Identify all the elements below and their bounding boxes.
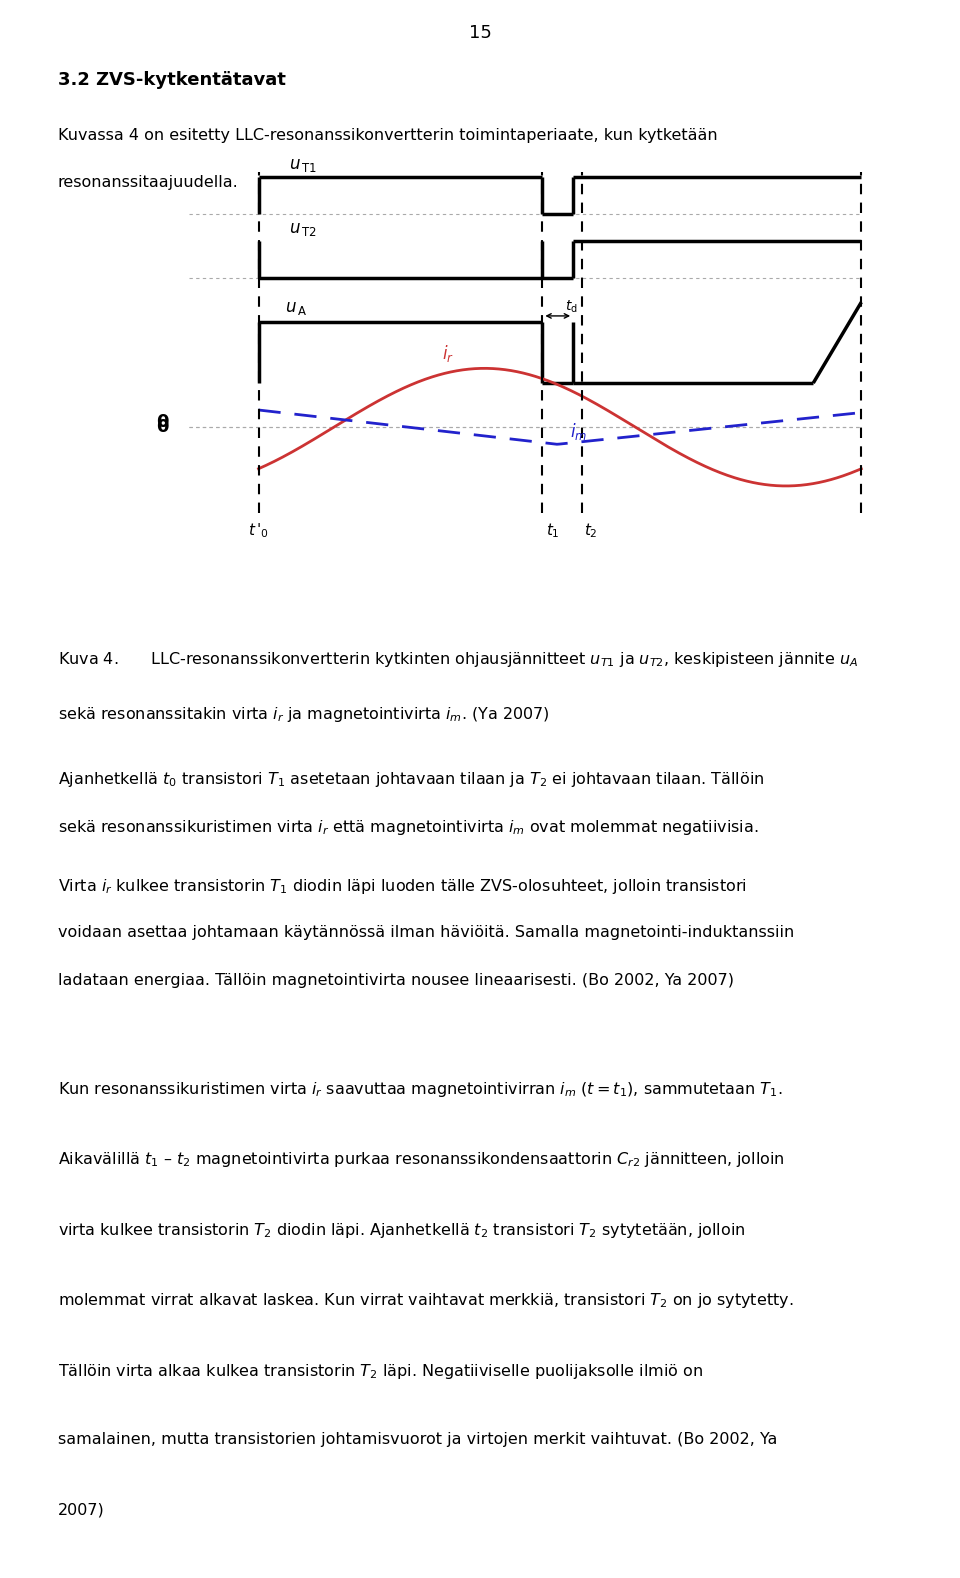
Text: $t_1$: $t_1$: [546, 522, 560, 540]
Text: $\mathbf{0}$: $\mathbf{0}$: [156, 418, 169, 436]
Text: $t_{\mathrm{d}}$: $t_{\mathrm{d}}$: [564, 298, 578, 316]
Text: molemmat virrat alkavat laskea. Kun virrat vaihtavat merkkiä, transistori $T_2$ : molemmat virrat alkavat laskea. Kun virr…: [58, 1291, 793, 1310]
Text: samalainen, mutta transistorien johtamisvuorot ja virtojen merkit vaihtuvat. (Bo: samalainen, mutta transistorien johtamis…: [58, 1431, 777, 1447]
Text: $u_{\,\mathrm{A}}$: $u_{\,\mathrm{A}}$: [285, 298, 307, 317]
Text: Tällöin virta alkaa kulkea transistorin $T_2$ läpi. Negatiiviselle puolijaksolle: Tällöin virta alkaa kulkea transistorin …: [58, 1362, 703, 1381]
Text: $i_r$: $i_r$: [442, 344, 454, 365]
Text: $u_{\,\mathrm{T1}}$: $u_{\,\mathrm{T1}}$: [289, 156, 317, 174]
Text: Kun resonanssikuristimen virta $i_r$ saavuttaa magnetointivirran $i_m$ ($t = t_1: Kun resonanssikuristimen virta $i_r$ saa…: [58, 1079, 782, 1098]
Text: 2007): 2007): [58, 1502, 105, 1518]
Text: Kuva 4.  LLC-resonanssikonvertterin kytkinten ohjausjännitteet $u_{T1}$ ja $u_{T: Kuva 4. LLC-resonanssikonvertterin kytki…: [58, 650, 857, 669]
Text: virta kulkee transistorin $T_2$ diodin läpi. Ajanhetkellä $t_2$ transistori $T_2: virta kulkee transistorin $T_2$ diodin l…: [58, 1221, 745, 1240]
Text: Kuvassa 4 on esitetty LLC-resonanssikonvertterin toimintaperiaate, kun kytketään: Kuvassa 4 on esitetty LLC-resonanssikonv…: [58, 128, 717, 144]
Text: sekä resonanssikuristimen virta $i_r$ että magnetointivirta $i_m$ ovat molemmat : sekä resonanssikuristimen virta $i_r$ et…: [58, 817, 758, 836]
Text: $t\,'_0$: $t\,'_0$: [248, 522, 269, 540]
Text: voidaan asettaa johtamaan käytännössä ilman häviöitä. Samalla magnetointi-indukt: voidaan asettaa johtamaan käytännössä il…: [58, 925, 794, 940]
Text: Virta $i_r$ kulkee transistorin $T_1$ diodin läpi luoden tälle ZVS-olosuhteet, j: Virta $i_r$ kulkee transistorin $T_1$ di…: [58, 877, 747, 896]
Text: $\mathbf{0}$: $\mathbf{0}$: [156, 413, 169, 431]
Text: $i_m$: $i_m$: [570, 421, 588, 442]
Text: 3.2 ZVS-kytkentätavat: 3.2 ZVS-kytkentätavat: [58, 71, 285, 88]
Text: resonanssitaajuudella.: resonanssitaajuudella.: [58, 175, 238, 191]
Text: ladataan energiaa. Tällöin magnetointivirta nousee lineaarisesti. (Bo 2002, Ya 2: ladataan energiaa. Tällöin magnetointivi…: [58, 974, 733, 988]
Text: Ajanhetkellä $t_0$ transistori $T_1$ asetetaan johtavaan tilaan ja $T_2$ ei joht: Ajanhetkellä $t_0$ transistori $T_1$ ase…: [58, 770, 764, 789]
Text: 15: 15: [468, 24, 492, 43]
Text: sekä resonanssitakin virta $i_r$ ja magnetointivirta $i_m$. (Ya 2007): sekä resonanssitakin virta $i_r$ ja magn…: [58, 705, 549, 724]
Text: Aikavälillä $t_1$ – $t_2$ magnetointivirta purkaa resonanssikondensaattorin $C_{: Aikavälillä $t_1$ – $t_2$ magnetointivir…: [58, 1150, 784, 1169]
Text: $t_2$: $t_2$: [584, 522, 597, 540]
Text: $u_{\,\mathrm{T2}}$: $u_{\,\mathrm{T2}}$: [289, 219, 317, 238]
